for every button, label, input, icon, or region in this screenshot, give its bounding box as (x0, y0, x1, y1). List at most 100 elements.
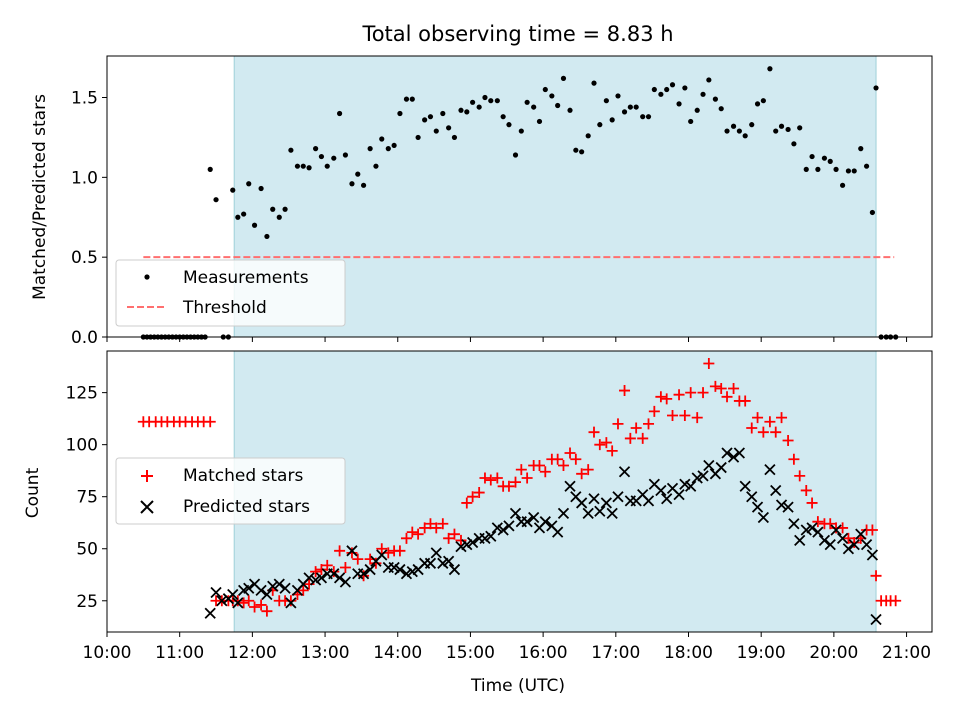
measurement-point (597, 122, 603, 128)
predicted-star-point (618, 466, 631, 478)
measurement-point (579, 149, 585, 155)
predicted-star-point (204, 607, 216, 619)
measurement-point (603, 98, 609, 104)
measurement-point (730, 123, 737, 129)
predicted-star-point (216, 595, 228, 607)
predicted-star-point (812, 526, 824, 538)
measurement-point (470, 99, 476, 105)
predicted-star-point (442, 555, 455, 567)
measurement-point (809, 153, 815, 160)
x-tick-label: 11:00 (155, 643, 204, 663)
matched-star-point (552, 453, 564, 465)
matched-star-point (624, 432, 636, 444)
measurement-point (282, 206, 288, 212)
predicted-star-point (503, 520, 515, 532)
matched-star-point (655, 391, 667, 403)
y-tick-label: 1.0 (71, 168, 98, 188)
predicted-star-point (576, 497, 588, 509)
measurement-point (373, 163, 379, 169)
measurement-point (306, 165, 312, 171)
matched-star-point (824, 518, 836, 530)
matched-star-point (890, 595, 902, 607)
matched-star-point (746, 422, 758, 434)
measurement-point (451, 134, 458, 141)
matched-star-point (752, 412, 764, 424)
measurement-point (324, 163, 330, 169)
measurement-point (633, 104, 639, 110)
matched-star-point (321, 559, 333, 571)
measurement-point (754, 101, 761, 107)
measurement-point (355, 171, 361, 177)
x-tick-label: 20:00 (809, 643, 858, 663)
predicted-star-point (357, 568, 370, 580)
measurement-point (851, 168, 857, 174)
matched-star-point (788, 453, 800, 465)
measurement-point (669, 82, 676, 88)
measurement-point (873, 85, 879, 91)
measurement-point (839, 182, 846, 188)
ratio-panel-ylabel: Matched/Predicted stars (30, 94, 50, 300)
predicted-star-point (328, 568, 340, 580)
measurement-point (251, 222, 258, 228)
matched-star-point (419, 522, 431, 534)
measurement-point (585, 133, 591, 139)
y-tick-label: 1.5 (71, 89, 98, 109)
y-tick-label: 125 (66, 384, 98, 404)
predicted-star-point (870, 613, 882, 626)
ratio-legend-box (115, 259, 346, 327)
x-tick-label: 14:00 (373, 643, 422, 663)
matched-star-point (697, 387, 709, 399)
measurement-point (397, 110, 403, 117)
measurement-point (349, 181, 355, 187)
count-panel-xlabel: Time (UTC) (470, 676, 565, 696)
predicted-star-point (466, 536, 479, 549)
measurement-point (246, 181, 252, 187)
predicted-star-point (842, 543, 855, 555)
measurement-legend-label: Measurements (183, 268, 309, 288)
measurement-point (531, 104, 537, 110)
matched-star-point (703, 357, 715, 369)
count-panel-ylabel: Count (23, 467, 43, 518)
predicted-star-point (794, 534, 806, 547)
count-legend-box (115, 457, 346, 525)
measurement-point (615, 93, 621, 99)
predicted-star-point (552, 526, 564, 538)
measurement-point (367, 146, 373, 152)
predicted-star-point (606, 507, 618, 519)
predicted-star-point (261, 588, 273, 601)
matched-star-point (261, 605, 273, 617)
matched-star-point (243, 595, 255, 607)
x-tick-label: 21:00 (882, 643, 931, 663)
measurement-point (797, 125, 803, 131)
matched-star-point (394, 545, 406, 557)
measurement-point (785, 126, 791, 133)
measurement-point (270, 206, 276, 212)
measurement-point (591, 80, 597, 86)
predicted-star-point (703, 459, 715, 472)
matched-star-point (667, 410, 679, 422)
predicted-star-point (594, 505, 606, 517)
measurement-point (645, 114, 652, 120)
predicted-star-point (273, 578, 285, 590)
matched-legend-marker (141, 470, 153, 482)
measurement-point (427, 114, 434, 120)
matched-star-point (430, 522, 442, 534)
measurement-point (440, 110, 446, 117)
predicted-star-point (685, 480, 697, 492)
predicted-star-point (364, 563, 376, 576)
matched-star-point (238, 597, 250, 609)
measurement-point (500, 114, 506, 120)
predicted-star-point (866, 549, 879, 561)
matched-star-point (866, 524, 878, 536)
matched-star-point (249, 601, 261, 613)
measurement-point (712, 96, 718, 102)
ratio-panel-y-ticks: 0.0 0.5 1.0 1.5 (71, 89, 107, 348)
predicted-star-point (539, 516, 551, 528)
matched-star-point (770, 426, 782, 438)
measurement-point (536, 118, 543, 125)
matched-star-point (510, 476, 522, 488)
predicted-star-point (557, 507, 570, 519)
matched-star-point (709, 380, 721, 392)
predicted-star-point (430, 547, 442, 559)
x-tick-label: 19:00 (737, 643, 786, 663)
